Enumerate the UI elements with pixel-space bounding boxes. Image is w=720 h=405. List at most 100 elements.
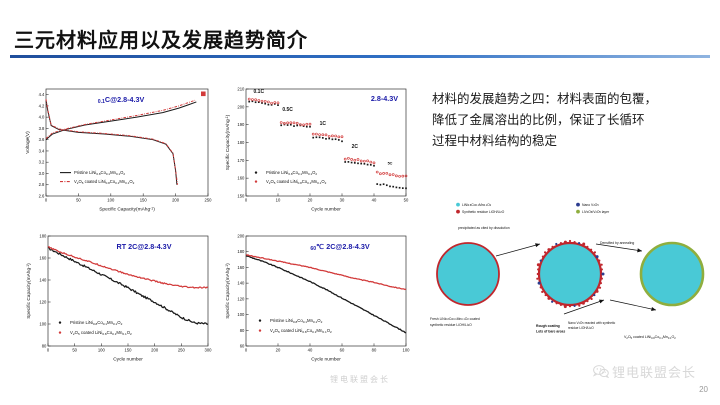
svg-text:20: 20 bbox=[276, 348, 281, 353]
svg-text:LiNi0.8Co0.1Mn0.1O2: LiNi0.8Co0.1Mn0.1O2 bbox=[462, 203, 492, 207]
svg-text:200: 200 bbox=[237, 234, 245, 239]
body-text-line-1: 材料的发展趋势之四：材料表面的包覆， bbox=[432, 91, 658, 106]
svg-text:Specific Capacity(mAhg-1): Specific Capacity(mAhg-1) bbox=[26, 263, 32, 319]
svg-text:170: 170 bbox=[237, 158, 245, 163]
svg-text:Cycle number: Cycle number bbox=[113, 357, 143, 363]
svg-text:4.0: 4.0 bbox=[39, 115, 45, 120]
svg-text:4.2: 4.2 bbox=[39, 103, 45, 108]
svg-text:50: 50 bbox=[72, 348, 77, 353]
svg-text:Nano V2O5 reacted with synthet: Nano V2O5 reacted with synthetic bbox=[568, 321, 616, 325]
svg-text:3.0: 3.0 bbox=[39, 171, 45, 176]
body-text: 材料的发展趋势之四：材料表面的包覆， 降低了金属溶出的比例，保证了长循环 过程中… bbox=[432, 88, 704, 151]
chart-b-rate-capability: 0 10 20 30 40 50 150 160 170 180 190 200 210 0.1C 0.5C… bbox=[220, 80, 414, 222]
svg-text:Specific Capacity(mAhg-1): Specific Capacity(mAhg-1) bbox=[225, 114, 231, 170]
svg-text:160: 160 bbox=[237, 176, 245, 181]
svg-text:0.5C: 0.5C bbox=[282, 107, 293, 113]
svg-text:100: 100 bbox=[237, 312, 245, 317]
svg-text:3.2: 3.2 bbox=[39, 160, 45, 165]
svg-text:60: 60 bbox=[240, 344, 245, 349]
svg-text:160: 160 bbox=[39, 256, 47, 261]
svg-text:150: 150 bbox=[125, 348, 133, 353]
svg-text:3.4: 3.4 bbox=[39, 148, 45, 153]
svg-text:Pristine LiNi0.8Co0.1Mn0.1O2: Pristine LiNi0.8Co0.1Mn0.1O2 bbox=[70, 320, 123, 326]
body-text-line-2: 降低了金属溶出的比例，保证了长循环 bbox=[432, 112, 645, 127]
svg-text:40: 40 bbox=[372, 198, 377, 203]
svg-text:50: 50 bbox=[76, 198, 81, 203]
svg-text:3.6: 3.6 bbox=[39, 137, 45, 142]
svg-text:140: 140 bbox=[39, 278, 47, 283]
svg-text:V2O5 coated LiNi0.8Co0.1Mn0.1: V2O5 coated LiNi0.8Co0.1Mn0.1O2 bbox=[624, 335, 676, 340]
svg-text:Voltage(V): Voltage(V) bbox=[25, 131, 31, 154]
chart-b-svg: 0 10 20 30 40 50 150 160 170 180 190 200 210 0.1C 0.5C… bbox=[225, 87, 409, 213]
svg-text:100: 100 bbox=[107, 198, 115, 203]
chart-d-svg: 0 20 40 60 80 100 60 80 100 120 140 160 180 200 60℃ 2C… bbox=[225, 234, 411, 363]
svg-text:Pristine LiNi0.8Co0.1Mn0.1O2: Pristine LiNi0.8Co0.1Mn0.1O2 bbox=[74, 170, 125, 176]
title-divider bbox=[10, 55, 710, 58]
svg-text:120: 120 bbox=[237, 296, 245, 301]
svg-text:100: 100 bbox=[39, 322, 47, 327]
svg-text:120: 120 bbox=[39, 300, 47, 305]
svg-text:Pristine LiNi0.8Co0.1Mn0.1O2: Pristine LiNi0.8Co0.1Mn0.1O2 bbox=[270, 318, 323, 324]
svg-text:3.8: 3.8 bbox=[39, 126, 45, 131]
svg-text:30: 30 bbox=[340, 198, 345, 203]
svg-text:0.1C@2.8-4.3V: 0.1C@2.8-4.3V bbox=[98, 95, 145, 105]
svg-text:150: 150 bbox=[237, 194, 245, 199]
svg-text:LiV3O8/V2O5 layer: LiV3O8/V2O5 layer bbox=[582, 210, 610, 214]
chart-c-rt-cycling: 0 50 100 150 200 250 300 80 100 120 140 160 180 RT 2C… bbox=[20, 226, 216, 372]
svg-text:residue LiOH/Li2O: residue LiOH/Li2O bbox=[568, 326, 594, 330]
chart-c-svg: 0 50 100 150 200 250 300 80 100 120 140 160 180 RT 2C… bbox=[26, 234, 213, 363]
svg-text:Specific Capacity(mAhg-1): Specific Capacity(mAhg-1) bbox=[225, 263, 231, 319]
svg-text:180: 180 bbox=[237, 140, 245, 145]
svg-text:precipitated as cited by disso: precipitated as cited by dissolution bbox=[458, 226, 510, 230]
svg-text:0: 0 bbox=[45, 198, 48, 203]
svg-text:Rough coating: Rough coating bbox=[536, 324, 560, 328]
svg-text:5C: 5C bbox=[388, 161, 393, 165]
svg-text:0: 0 bbox=[245, 198, 248, 203]
svg-text:200: 200 bbox=[237, 104, 245, 109]
svg-text:10: 10 bbox=[276, 198, 281, 203]
svg-text:2C: 2C bbox=[352, 144, 359, 150]
svg-text:0.1C: 0.1C bbox=[254, 89, 265, 95]
page-number: 20 bbox=[699, 385, 708, 394]
svg-text:20: 20 bbox=[308, 198, 313, 203]
body-text-line-3: 过程中材料结构的稳定 bbox=[432, 133, 558, 148]
svg-text:200: 200 bbox=[172, 198, 180, 203]
figure-panel: 0 50 100 150 200 250 2.6 2.8 3.0 3.2 3.4 3.6 3.8 4.0 4… bbox=[14, 78, 414, 376]
svg-text:V2O5 coated LiNi0.8Co0.1Mn0.1O: V2O5 coated LiNi0.8Co0.1Mn0.1O2 bbox=[74, 179, 135, 185]
schematic-svg: LiNi0.8Co0.1Mn0.1O2 Synthetic residue LiO… bbox=[430, 202, 705, 340]
svg-text:0: 0 bbox=[47, 348, 50, 353]
svg-text:250: 250 bbox=[178, 348, 186, 353]
page-title: 三元材料应用以及发展趋势简介 bbox=[14, 28, 308, 52]
svg-text:Nano V2O5: Nano V2O5 bbox=[582, 203, 599, 207]
svg-text:40: 40 bbox=[308, 348, 313, 353]
chart-d-60c-cycling: 0 20 40 60 80 100 60 80 100 120 140 160 180 200 60℃ 2C… bbox=[220, 226, 414, 372]
wechat-icon bbox=[592, 365, 609, 378]
svg-text:150: 150 bbox=[140, 198, 148, 203]
svg-text:RT 2C@2.8-4.3V: RT 2C@2.8-4.3V bbox=[117, 242, 172, 251]
svg-text:V2O5 coated LiNi0.8Co0.1Mn0.1O: V2O5 coated LiNi0.8Co0.1Mn0.1O2 bbox=[266, 179, 327, 185]
svg-text:140: 140 bbox=[237, 281, 245, 286]
svg-text:Cycle number: Cycle number bbox=[311, 357, 341, 363]
svg-text:Lots of bare areas: Lots of bare areas bbox=[536, 330, 565, 334]
svg-text:60: 60 bbox=[340, 348, 345, 353]
svg-text:4.4: 4.4 bbox=[39, 92, 45, 97]
svg-text:2.6: 2.6 bbox=[39, 194, 45, 199]
svg-text:Cycle number: Cycle number bbox=[311, 207, 341, 213]
svg-text:0: 0 bbox=[245, 348, 248, 353]
watermark-center: 锂电联盟会长 bbox=[330, 375, 390, 384]
svg-text:2.8: 2.8 bbox=[39, 182, 45, 187]
coating-mechanism-schematic: LiNi0.8Co0.1Mn0.1O2 Synthetic residue LiO… bbox=[428, 196, 712, 344]
svg-text:100: 100 bbox=[403, 348, 411, 353]
svg-text:Densified by annealing: Densified by annealing bbox=[600, 241, 634, 245]
chart-a-voltage-capacity: 0 50 100 150 200 250 2.6 2.8 3.0 3.2 3.4 3.6 3.8 4.0 4… bbox=[20, 80, 216, 222]
svg-text:250: 250 bbox=[205, 198, 213, 203]
svg-text:60℃ 2C@2.8-4.3V: 60℃ 2C@2.8-4.3V bbox=[310, 242, 369, 252]
svg-text:2.8-4.3V: 2.8-4.3V bbox=[371, 94, 398, 103]
svg-text:Synthetic residue LiOH/Li2O: Synthetic residue LiOH/Li2O bbox=[462, 210, 505, 214]
svg-text:190: 190 bbox=[237, 122, 245, 127]
svg-text:300: 300 bbox=[205, 348, 213, 353]
svg-text:80: 80 bbox=[42, 344, 47, 349]
chart-a-svg: 0 50 100 150 200 250 2.6 2.8 3.0 3.2 3.4 3.6 3.8 4.0 4… bbox=[25, 88, 213, 213]
svg-text:80: 80 bbox=[240, 328, 245, 333]
